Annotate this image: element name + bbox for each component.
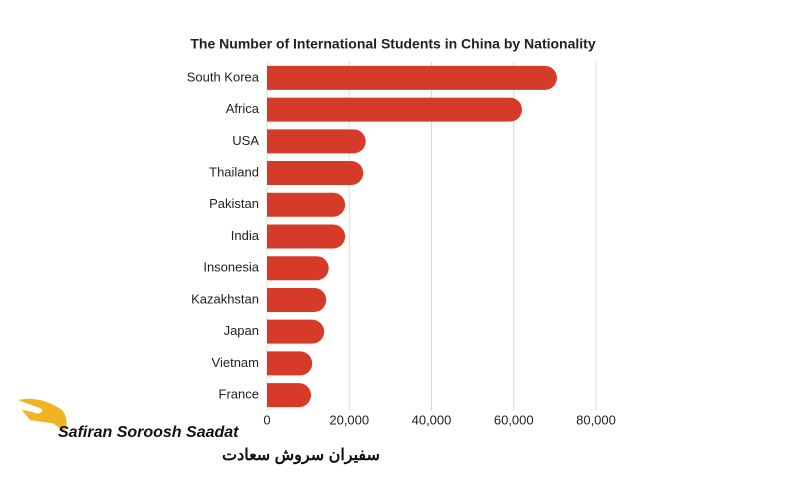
y-tick-label: Thailand (209, 164, 259, 179)
x-tick-label: 20,000 (329, 412, 369, 427)
bar (267, 161, 364, 186)
logo-text: Safiran Soroosh Saadat (58, 424, 239, 441)
y-tick-label: South Korea (187, 69, 260, 84)
bar (267, 65, 557, 90)
x-tick-label: 60,000 (494, 412, 534, 427)
logo: Safiran Soroosh Saadat سفیران سروش سعادت (18, 398, 380, 465)
x-tick-label: 40,000 (412, 412, 452, 427)
bar (267, 129, 366, 154)
bar (267, 97, 522, 122)
y-tick-label: Japan (224, 323, 259, 338)
bar (267, 383, 312, 408)
y-tick-label: Insonesia (203, 260, 259, 275)
y-tick-label: Kazakhstan (191, 291, 259, 306)
chart-title: The Number of International Students in … (190, 36, 595, 52)
bar (267, 192, 346, 217)
bar (267, 287, 327, 312)
bar (267, 224, 346, 249)
x-tick-label: 0 (263, 412, 270, 427)
bar (267, 256, 329, 281)
logo-text-fa: سفیران سروش سعادت (222, 447, 380, 465)
bar (267, 319, 325, 344)
y-tick-label: India (231, 228, 260, 243)
y-tick-label: Pakistan (209, 196, 259, 211)
logo-wing (22, 410, 56, 424)
y-tick-label: Africa (226, 101, 260, 116)
y-tick-label: USA (232, 133, 259, 148)
y-tick-label: Vietnam (212, 355, 259, 370)
y-tick-label: France (219, 387, 259, 402)
bar (267, 351, 313, 376)
x-tick-label: 80,000 (576, 412, 616, 427)
